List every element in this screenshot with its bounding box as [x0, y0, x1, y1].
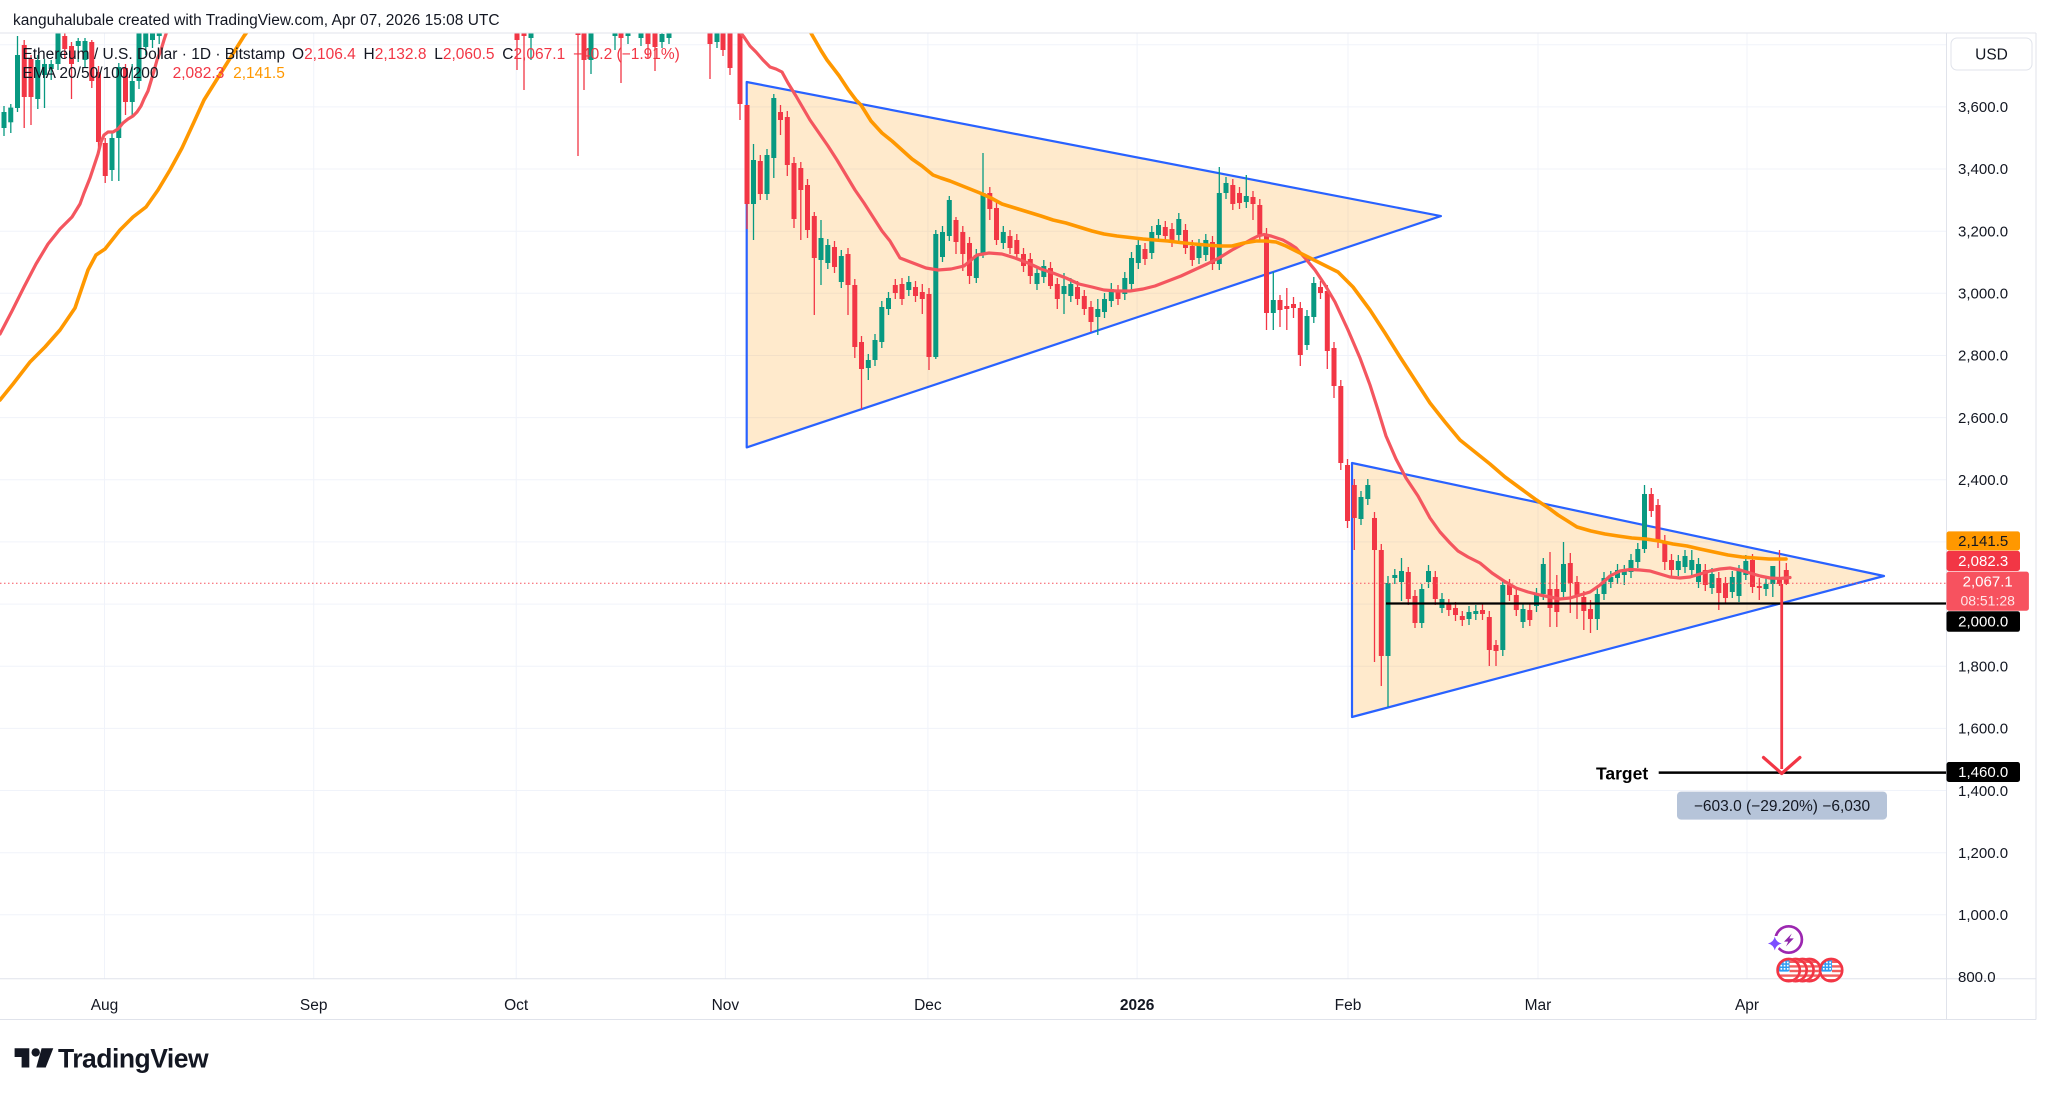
svg-text:2,400.0: 2,400.0	[1958, 472, 2008, 489]
svg-text:3,000.0: 3,000.0	[1958, 286, 2008, 303]
svg-text:Oct: Oct	[504, 997, 529, 1014]
svg-text:Mar: Mar	[1525, 997, 1552, 1014]
svg-text:−603.0 (−29.20%) −6,030: −603.0 (−29.20%) −6,030	[1694, 798, 1871, 815]
svg-text:1,200.0: 1,200.0	[1958, 845, 2008, 862]
svg-text:2,082.3: 2,082.3	[1958, 553, 2008, 570]
svg-text:1,400.0: 1,400.0	[1958, 783, 2008, 800]
svg-text:Dec: Dec	[914, 997, 942, 1014]
svg-text:2,141.5: 2,141.5	[1958, 533, 2008, 550]
svg-text:08:51:28: 08:51:28	[1960, 593, 2015, 609]
svg-text:Aug: Aug	[91, 997, 119, 1014]
svg-text:O2,106.4 H2,132.8 L2,060.5 C2,: O2,106.4 H2,132.8 L2,060.5 C2,067.1 −40.…	[292, 46, 680, 63]
svg-text:USD: USD	[1975, 47, 2008, 64]
svg-text:2,800.0: 2,800.0	[1958, 348, 2008, 365]
svg-text:2,067.1: 2,067.1	[1963, 574, 2013, 591]
svg-text:Ethereum / U.S. Dollar · 1D ·: Ethereum / U.S. Dollar · 1D · Bitstamp	[22, 46, 285, 63]
svg-text:2,141.5: 2,141.5	[233, 65, 285, 82]
svg-text:3,400.0: 3,400.0	[1958, 161, 2008, 178]
svg-text:2,000.0: 2,000.0	[1958, 614, 2008, 631]
svg-text:1,460.0: 1,460.0	[1958, 764, 2008, 781]
svg-text:kanguhalubale created with Tra: kanguhalubale created with TradingView.c…	[13, 12, 500, 29]
svg-text:Target: Target	[1596, 764, 1648, 784]
svg-text:Apr: Apr	[1735, 997, 1759, 1014]
svg-text:2,600.0: 2,600.0	[1958, 410, 2008, 427]
svg-text:1,000.0: 1,000.0	[1958, 907, 2008, 924]
svg-text:Feb: Feb	[1335, 997, 1362, 1014]
svg-text:1,800.0: 1,800.0	[1958, 658, 2008, 675]
svg-text:Sep: Sep	[300, 997, 328, 1014]
svg-text:2,082.3: 2,082.3	[173, 65, 225, 82]
svg-text:3,600.0: 3,600.0	[1958, 99, 2008, 116]
svg-text:TradingView: TradingView	[58, 1044, 209, 1074]
svg-text:Nov: Nov	[712, 997, 740, 1014]
svg-text:2026: 2026	[1120, 997, 1155, 1014]
svg-text:3,200.0: 3,200.0	[1958, 223, 2008, 240]
svg-text:1,600.0: 1,600.0	[1958, 721, 2008, 738]
svg-text:800.0: 800.0	[1958, 969, 1996, 986]
svg-text:EMA 20/50/100/200: EMA 20/50/100/200	[22, 65, 159, 82]
